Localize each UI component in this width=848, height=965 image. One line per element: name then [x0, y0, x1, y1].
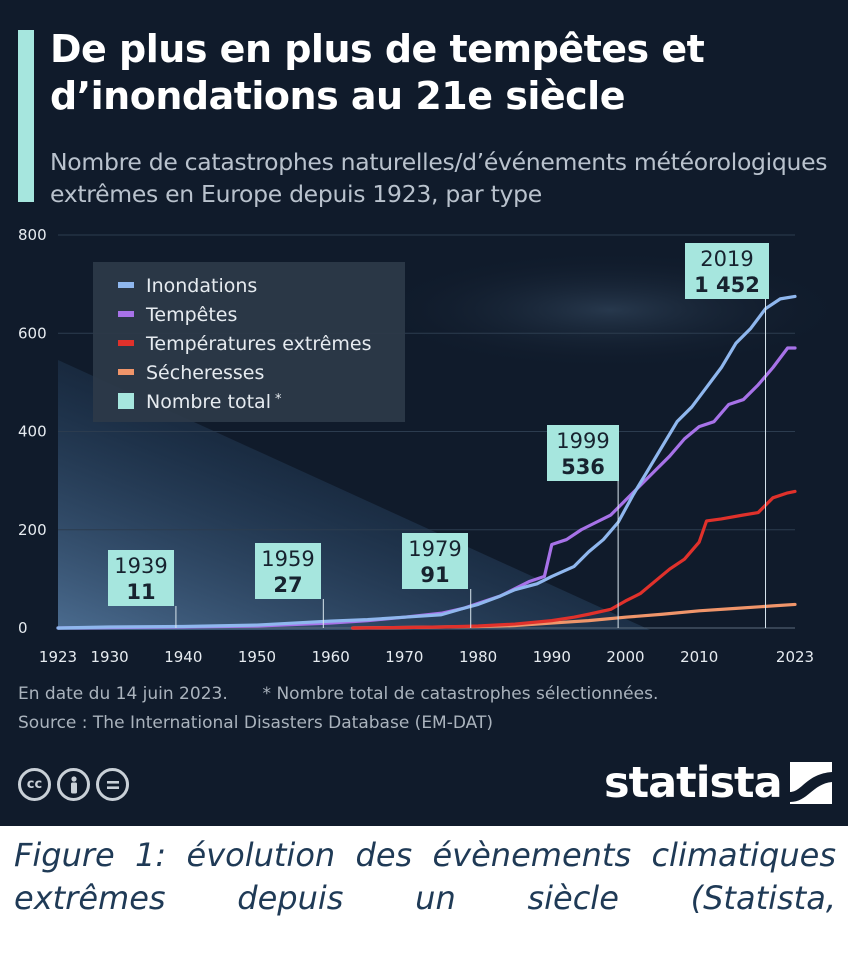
x-tick-label: 1960 [312, 648, 350, 666]
chart-axes: 0 200 400 600 800 1923 1930 1940 1950 1960 1970 198… [18, 226, 814, 666]
source-note: Source : The International Disasters Dat… [18, 713, 493, 733]
annotation-box [255, 543, 321, 599]
annotation-year: 1979 [408, 537, 461, 561]
annotation-year: 1959 [261, 547, 314, 571]
legend-total-asterisk: * [275, 392, 282, 407]
x-tick-label: 1970 [385, 648, 423, 666]
legend-label-secheresses: Sécheresses [146, 362, 264, 384]
figure-caption: Figure 1: évolution des évènements clima… [14, 836, 836, 917]
x-tick-label: 1930 [90, 648, 128, 666]
background-glow [58, 360, 650, 630]
x-tick-label: 2000 [606, 648, 644, 666]
legend-panel [93, 262, 405, 422]
x-tick-label: 1940 [164, 648, 202, 666]
legend-swatch-temperatures [118, 340, 134, 346]
y-tick-label: 0 [18, 619, 28, 637]
x-tick-label: 1990 [533, 648, 571, 666]
license-icons: cc [18, 768, 129, 801]
annotation-value: 1 452 [694, 273, 760, 297]
legend-label-inondations: Inondations [146, 275, 257, 297]
page-title: De plus en plus de tempêtes et d’inondat… [50, 27, 705, 118]
x-tick-label: 1923 [39, 648, 77, 666]
legend-swatch-secheresses [118, 369, 134, 375]
chart-legend: Inondations Tempêtes Températures extrêmes… [93, 262, 405, 422]
legend-swatch-total [118, 393, 134, 409]
y-tick-label: 800 [18, 226, 47, 244]
x-tick-label: 2010 [680, 648, 718, 666]
annotation-year: 1999 [556, 429, 609, 453]
series-line-inondations [56, 294, 797, 630]
legend-label-total: Nombre total * [146, 391, 282, 413]
annotation-box [402, 533, 468, 589]
title-accent-bar [18, 30, 34, 202]
series-line-temperatures [351, 489, 797, 630]
chart-subtitle: Nombre de catastrophes naturelles/d’évén… [50, 148, 828, 208]
chart-series [56, 294, 797, 630]
y-tick-label: 600 [18, 324, 47, 342]
annotation-box [685, 243, 769, 299]
annotation-year: 2019 [700, 247, 753, 271]
equals-icon [96, 768, 129, 801]
background-clouds [370, 250, 848, 370]
annotation-box [547, 425, 619, 481]
annotation-box [108, 550, 174, 606]
y-tick-label: 400 [18, 423, 47, 441]
total-note: * Nombre total de catastrophes sélection… [262, 684, 659, 704]
legend-label-tempetes: Tempêtes [145, 304, 237, 326]
line-chart: 0 200 400 600 800 1923 1930 1940 1950 1960 1970 198… [18, 226, 848, 666]
annotation-value: 11 [126, 580, 155, 604]
y-tick-label: 200 [18, 521, 47, 539]
x-tick-label: 2023 [776, 648, 814, 666]
annotation-value: 91 [420, 563, 449, 587]
legend-label-temperatures: Températures extrêmes [145, 333, 372, 355]
statista-mark-icon [789, 762, 832, 804]
legend-swatch-inondations [118, 282, 134, 288]
infographic-card: De plus en plus de tempêtes et d’inondat… [0, 0, 848, 826]
annotation-value: 536 [561, 455, 605, 479]
legend-swatch-tempetes [118, 311, 134, 317]
statista-logo[interactable]: statista [604, 758, 832, 808]
x-tick-label: 1980 [459, 648, 497, 666]
annotation-value: 27 [273, 573, 302, 597]
cc-icon: cc [18, 768, 51, 801]
x-tick-label: 1950 [238, 648, 276, 666]
person-icon [57, 768, 90, 801]
brand-name: statista [604, 758, 783, 808]
date-note: En date du 14 juin 2023. [18, 684, 228, 704]
annotation-year: 1939 [114, 554, 167, 578]
footnote-line: En date du 14 juin 2023. * Nombre total … [18, 683, 658, 705]
